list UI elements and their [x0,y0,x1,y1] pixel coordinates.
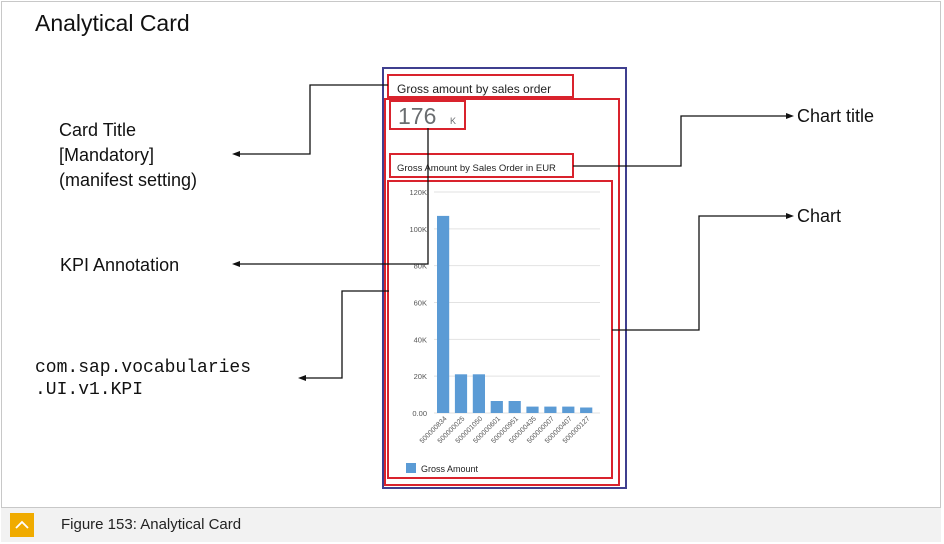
kpi-value: 176 [398,103,436,129]
callout-vocabulary-line2: .UI.v1.KPI [35,380,144,400]
y-tick-label: 40K [414,335,427,344]
card-outline [382,67,627,489]
bar [472,374,485,413]
callout-card-title: Card Title [Mandatory] (manifest setting… [59,118,197,193]
chevron-up-icon[interactable] [10,513,34,537]
y-tick-label: 60K [414,299,427,308]
card-title: Gross amount by sales order [397,82,551,96]
chart-connector [612,215,788,331]
bar [508,401,521,413]
figure-caption-bar: Figure 153: Analytical Card [1,507,941,542]
bar [562,406,575,413]
arrowhead-chart-title [786,113,794,119]
y-tick-label: 100K [409,225,427,234]
bar [580,407,593,413]
callout-card-title-line1: Card Title [59,120,137,140]
arrowhead-vocab [298,375,306,381]
callout-vocabulary: com.sap.vocabularies .UI.v1.KPI [35,357,251,401]
chart-title-connector [573,115,788,167]
card-title-highlight [387,74,574,98]
vocab-connector [304,290,389,379]
callout-chart-title: Chart title [797,106,875,126]
y-tick-label: 120K [409,188,427,197]
callout-chart: Chart [797,206,842,226]
callout-card-title-line3: (manifest setting) [59,170,198,190]
card-title-connector [238,84,388,155]
bar [544,406,557,413]
page-title: Analytical Card [35,10,190,36]
card-body-highlight [384,98,620,486]
callout-vocabulary-line1: com.sap.vocabularies [35,358,252,378]
y-tick-label: 80K [414,262,427,271]
legend-swatch [406,463,416,473]
bar [490,401,503,413]
bar [437,215,450,413]
arrowhead-card-title [232,151,240,157]
chart-title: Gross Amount by Sales Order in EUR [397,163,556,174]
arrowhead-kpi [232,261,240,267]
bar [526,406,539,413]
y-tick-label: 20K [414,372,427,381]
legend-label: Gross Amount [421,464,479,474]
arrowhead-chart [786,213,794,219]
bar [454,374,468,413]
figure-caption: Figure 153: Analytical Card [61,516,242,533]
callout-card-title-line2: [Mandatory] [59,145,155,165]
callout-kpi-annotation: KPI Annotation [60,255,180,275]
kpi-connector [238,128,429,265]
y-tick-label: 0.00 [412,409,427,418]
kpi-unit: K [450,116,456,126]
